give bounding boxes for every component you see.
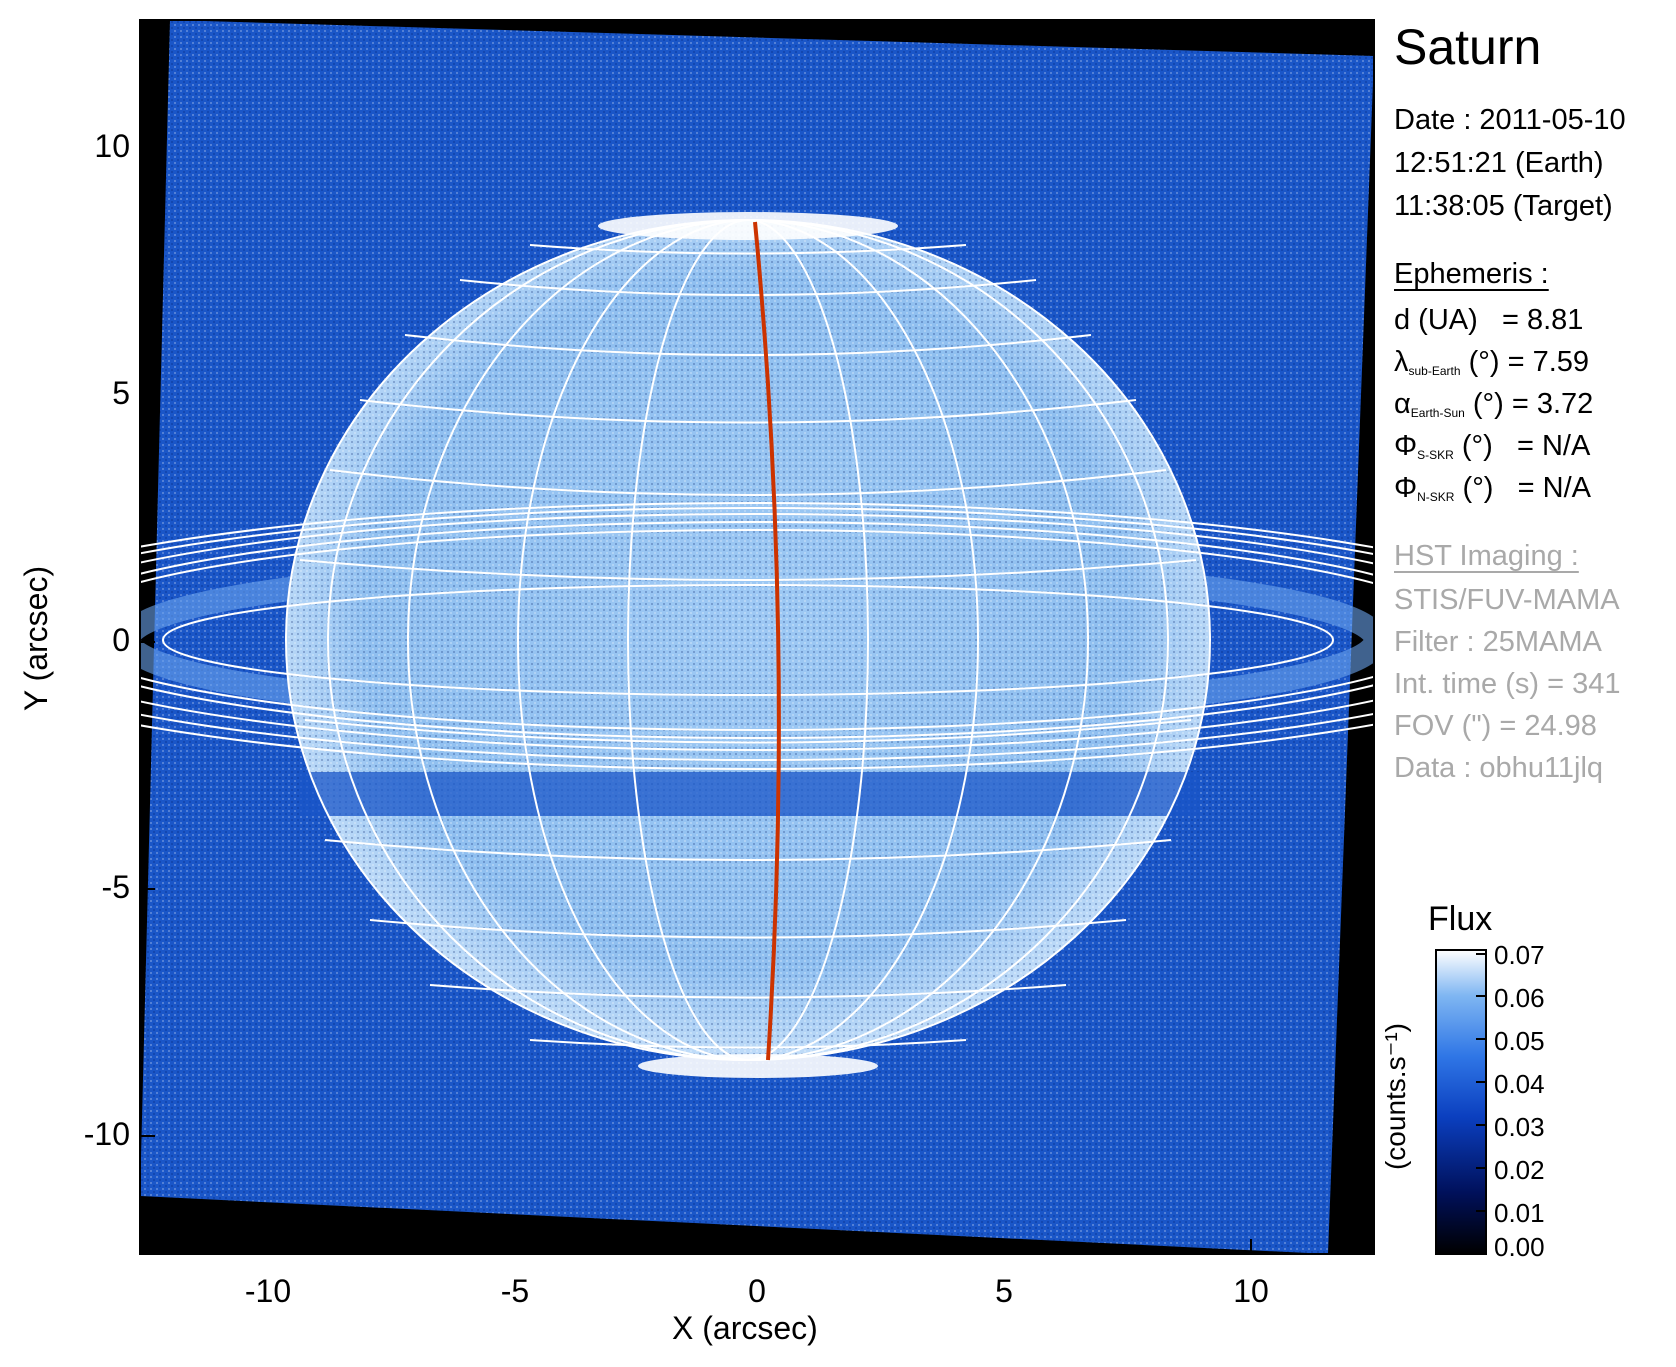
planet-grid [285,219,1211,1061]
time-target-line: 11:38:05 (Target) [1394,190,1613,222]
ephemeris-phase-angle: αEarth-Sun (°) = 3.72 [1394,388,1594,420]
hst-fov: FOV (") = 24.98 [1394,710,1597,742]
colorbar-title: Flux [1428,900,1493,938]
colorbar [1435,949,1487,1255]
date-line: Date : 2011-05-10 [1394,104,1626,136]
north-aurora [598,212,898,240]
y-tick-label: 0 [112,622,130,658]
colorbar-unit-label: (counts.s⁻¹) [1380,1022,1412,1171]
colorbar-tick-label: 0.02 [1494,1155,1545,1185]
south-aurora [638,1054,878,1078]
colorbar-tick-label: 0.07 [1494,940,1545,970]
y-tick-label: 10 [94,128,130,164]
colorbar-tick-label: 0.05 [1494,1026,1545,1056]
ring-overlay [140,502,1374,770]
colorbar-tick-label: 0.06 [1494,983,1545,1013]
target-title: Saturn [1394,19,1542,75]
colorbar-tick-label: 0.03 [1494,1112,1545,1142]
y-tick-label: 5 [112,375,130,411]
ephemeris-distance: d (UA) = 8.81 [1394,304,1584,336]
ephemeris-sub-earth-latitude: λsub-Earth (°) = 7.59 [1394,346,1590,378]
x-tick-label: 0 [748,1273,766,1309]
x-tick-label: 10 [1233,1273,1269,1309]
ephemeris-heading: Ephemeris : [1394,258,1549,290]
hst-filter: Filter : 25MAMA [1394,626,1602,658]
x-axis-label: X (arcsec) [672,1310,818,1346]
y-axis-label: Y (arcsec) [18,565,55,712]
hst-instrument: STIS/FUV-MAMA [1394,584,1620,616]
axis-ticks [140,147,1252,1254]
hst-heading: HST Imaging : [1394,540,1579,572]
x-tick-label: -10 [244,1273,292,1309]
y-tick-label: -5 [101,869,130,905]
colorbar-tick-label: 0.00 [1494,1232,1545,1262]
central-meridian [753,221,781,1061]
hst-int-time: Int. time (s) = 341 [1394,668,1621,700]
time-earth-line: 12:51:21 (Earth) [1394,147,1604,179]
colorbar-ticks [1476,953,1486,1212]
colorbar-tick-label: 0.04 [1494,1069,1545,1099]
colorbar-tick-label: 0.01 [1494,1198,1545,1228]
hst-data-id: Data : obhu11jlq [1394,752,1604,784]
x-tick-label: -5 [500,1273,530,1309]
ephemeris-n-skr: ΦN-SKR (°) = N/A [1394,472,1591,504]
ephemeris-s-skr: ΦS-SKR (°) = N/A [1394,430,1591,462]
x-tick-label: 5 [995,1273,1013,1309]
info-panel: Saturn Date : 2011-05-10 12:51:21 (Earth… [1394,0,1676,1367]
y-tick-label: -10 [83,1116,130,1152]
ring-shadow [300,772,1200,816]
